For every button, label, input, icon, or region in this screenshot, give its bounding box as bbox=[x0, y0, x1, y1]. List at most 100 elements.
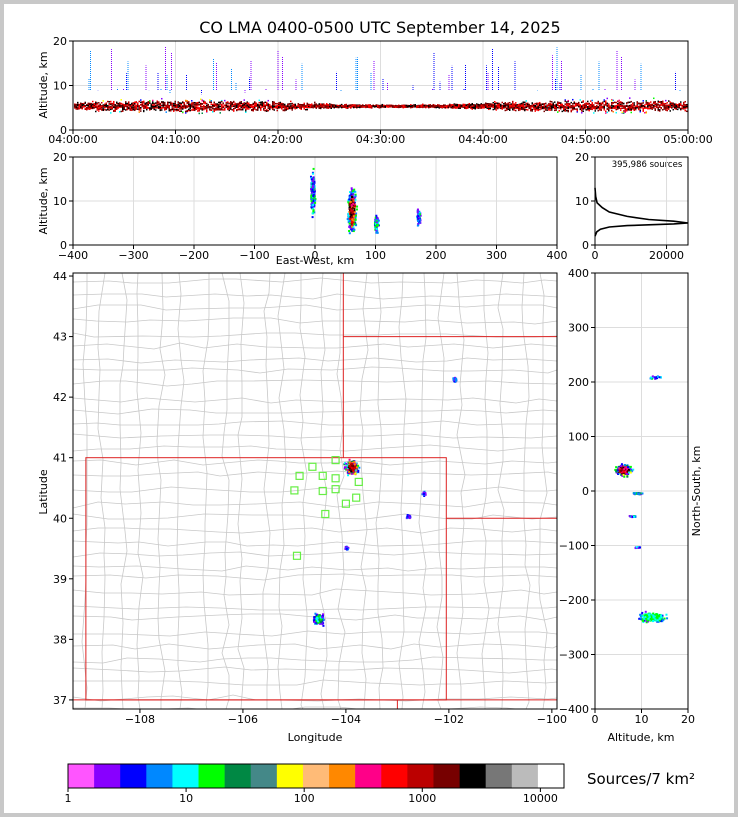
county-line bbox=[73, 540, 557, 547]
source-point bbox=[353, 201, 356, 204]
source-point bbox=[501, 108, 503, 110]
source-point bbox=[77, 108, 79, 110]
source-point bbox=[600, 104, 602, 106]
source-point bbox=[486, 103, 488, 105]
source-point bbox=[192, 108, 194, 110]
source-point bbox=[542, 105, 544, 108]
source-point bbox=[569, 103, 571, 105]
source-point bbox=[143, 109, 145, 112]
source-point bbox=[114, 106, 116, 109]
source-point bbox=[476, 103, 478, 105]
source-point bbox=[218, 103, 220, 106]
source-point bbox=[362, 104, 364, 107]
source-point bbox=[113, 106, 115, 109]
source-point bbox=[185, 99, 187, 102]
source-point bbox=[197, 110, 199, 112]
source-point bbox=[213, 109, 215, 111]
source-point bbox=[122, 107, 124, 109]
source-point bbox=[330, 105, 332, 108]
source-point bbox=[105, 102, 107, 104]
source-point bbox=[452, 105, 454, 108]
source-point bbox=[669, 101, 671, 103]
source-point bbox=[300, 108, 302, 110]
source-point bbox=[245, 108, 247, 111]
source-point bbox=[543, 106, 545, 109]
source-point bbox=[134, 109, 136, 112]
source-point bbox=[539, 106, 541, 109]
source-point bbox=[225, 101, 227, 104]
source-point bbox=[648, 103, 650, 106]
source-point bbox=[659, 110, 661, 112]
source-point bbox=[540, 108, 542, 110]
source-point bbox=[684, 109, 686, 112]
source-point bbox=[102, 108, 104, 111]
source-point bbox=[122, 108, 124, 110]
source-point bbox=[269, 106, 271, 108]
source-point bbox=[122, 106, 124, 108]
source-point bbox=[417, 219, 420, 222]
source-point bbox=[222, 106, 224, 109]
source-point bbox=[120, 99, 122, 101]
source-point bbox=[348, 198, 351, 201]
source-point bbox=[375, 223, 378, 226]
source-point bbox=[450, 104, 452, 106]
source-point bbox=[194, 107, 196, 110]
source-point bbox=[122, 109, 124, 112]
source-point bbox=[671, 105, 673, 107]
source-point bbox=[285, 105, 287, 108]
source-point bbox=[279, 105, 281, 107]
source-point bbox=[533, 103, 535, 106]
source-point bbox=[324, 104, 326, 106]
source-point bbox=[350, 193, 353, 196]
source-point bbox=[191, 105, 193, 107]
source-point bbox=[611, 109, 613, 112]
source-point bbox=[186, 100, 188, 102]
source-point bbox=[518, 107, 520, 110]
source-point bbox=[606, 97, 608, 100]
source-point bbox=[582, 105, 584, 107]
source-point bbox=[678, 103, 680, 105]
source-point bbox=[543, 110, 545, 113]
source-point bbox=[563, 106, 565, 109]
source-point bbox=[293, 106, 295, 108]
source-point bbox=[77, 104, 79, 107]
source-point bbox=[198, 108, 200, 111]
source-point bbox=[349, 207, 352, 210]
source-point bbox=[650, 107, 652, 110]
source-point bbox=[644, 104, 646, 107]
source-point bbox=[276, 103, 278, 105]
source-point bbox=[305, 106, 307, 108]
source-point bbox=[567, 106, 569, 108]
source-point bbox=[530, 107, 532, 109]
source-point bbox=[639, 109, 641, 111]
source-point bbox=[572, 105, 574, 107]
source-point bbox=[638, 105, 640, 108]
source-point bbox=[524, 104, 526, 106]
source-point bbox=[231, 103, 233, 105]
source-point bbox=[221, 107, 223, 109]
source-point bbox=[642, 110, 644, 112]
source-point bbox=[312, 183, 315, 186]
source-point bbox=[458, 106, 460, 108]
source-point bbox=[313, 211, 316, 214]
source-point bbox=[632, 102, 634, 105]
source-point bbox=[237, 102, 239, 105]
source-point bbox=[645, 102, 647, 104]
source-point bbox=[537, 108, 539, 110]
source-point bbox=[246, 104, 248, 107]
source-point bbox=[189, 104, 191, 106]
source-point bbox=[110, 108, 112, 111]
source-point bbox=[168, 108, 170, 110]
source-point bbox=[77, 103, 79, 106]
source-point bbox=[86, 107, 88, 110]
county-line bbox=[481, 273, 490, 709]
source-point bbox=[488, 103, 490, 105]
source-point bbox=[150, 108, 152, 110]
source-point bbox=[92, 105, 94, 108]
source-point bbox=[369, 105, 371, 107]
source-point bbox=[216, 108, 218, 111]
source-point bbox=[198, 107, 200, 110]
source-point bbox=[255, 104, 257, 106]
source-point bbox=[254, 105, 256, 107]
source-point bbox=[185, 107, 187, 109]
